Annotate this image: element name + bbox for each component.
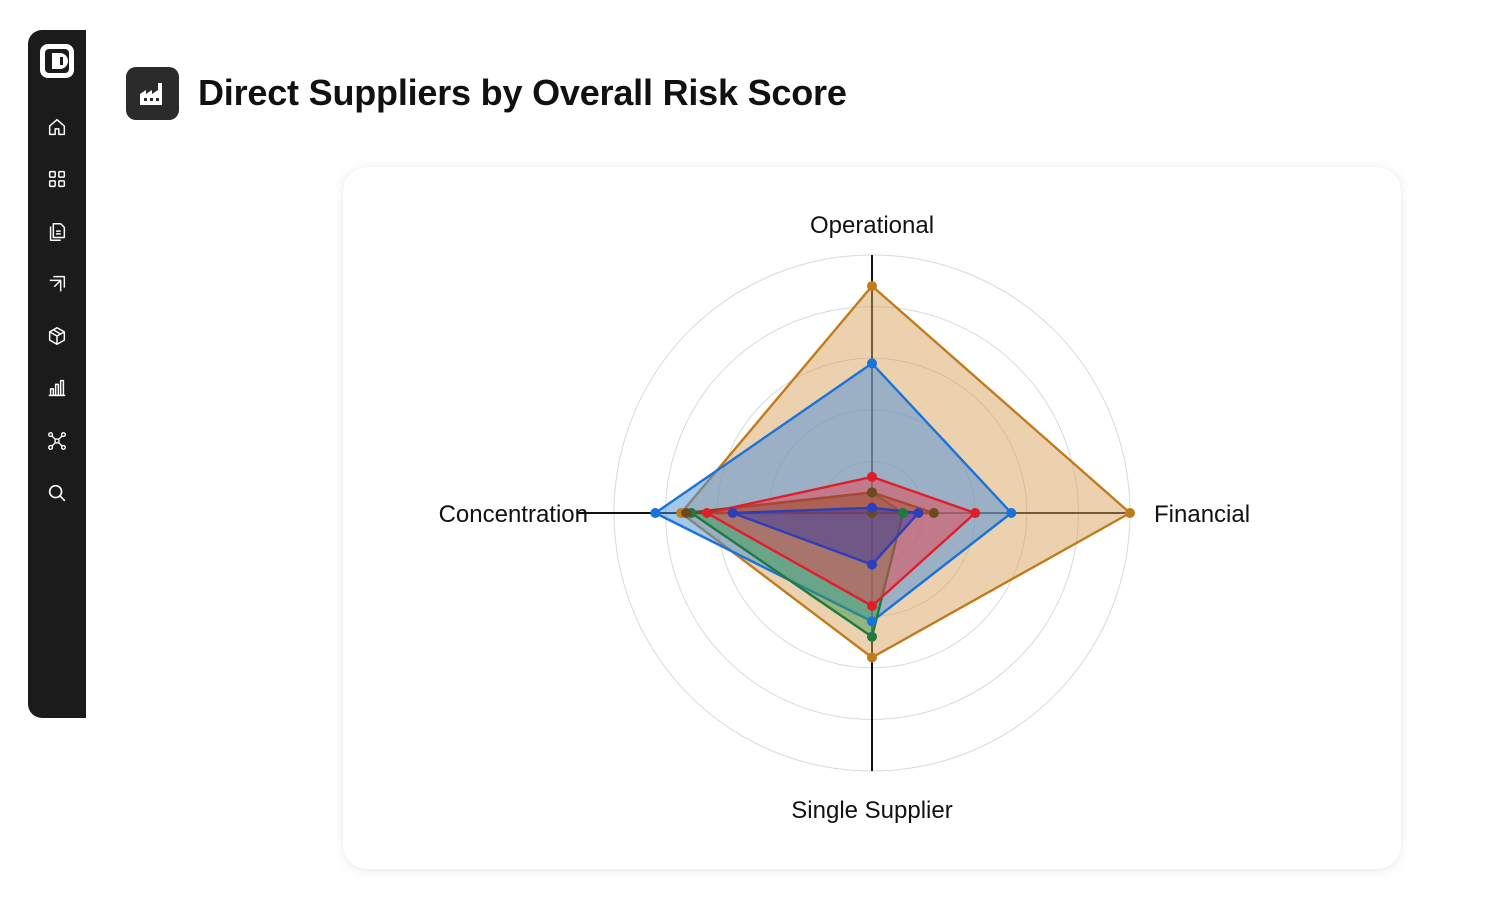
sidebar	[28, 30, 86, 718]
documents-icon[interactable]	[45, 220, 69, 244]
data-point[interactable]	[1006, 508, 1017, 518]
bar-chart-icon[interactable]	[45, 376, 69, 400]
radar-chart: Operational Financial Single Supplier Conce…	[439, 212, 1250, 824]
data-point[interactable]	[681, 508, 692, 518]
data-point[interactable]	[867, 502, 877, 513]
data-point[interactable]	[867, 600, 877, 611]
data-point[interactable]	[970, 508, 981, 518]
data-point[interactable]	[650, 508, 661, 518]
axis-label-financial: Financial	[1154, 501, 1250, 528]
axis-label-operational: Operational	[810, 212, 934, 239]
data-point[interactable]	[867, 487, 877, 498]
radar-axis-labels: Operational Financial Single Supplier Conce…	[439, 212, 1250, 824]
data-point[interactable]	[867, 652, 877, 663]
axis-label-single-supplier: Single Supplier	[791, 797, 952, 824]
data-point[interactable]	[928, 508, 939, 518]
data-point[interactable]	[867, 358, 877, 369]
grid-icon[interactable]	[45, 167, 69, 191]
data-point[interactable]	[867, 631, 877, 642]
data-point[interactable]	[867, 281, 877, 291]
data-point[interactable]	[898, 508, 908, 518]
data-point[interactable]	[727, 508, 738, 518]
chart-card: Operational Financial Single Supplier Conce…	[343, 167, 1401, 869]
page-title: Direct Suppliers by Overall Risk Score	[198, 72, 847, 113]
search-icon[interactable]	[45, 481, 69, 505]
network-icon[interactable]	[45, 429, 69, 453]
axis-label-concentration: Concentration	[439, 501, 588, 528]
copy-icon[interactable]	[45, 272, 69, 296]
factory-icon	[126, 67, 179, 120]
data-point[interactable]	[1125, 508, 1135, 518]
data-point[interactable]	[867, 471, 877, 482]
data-point[interactable]	[913, 508, 924, 518]
data-point[interactable]	[867, 616, 877, 627]
home-icon[interactable]	[45, 115, 69, 139]
logo-icon[interactable]	[40, 44, 74, 78]
package-icon[interactable]	[45, 324, 69, 348]
data-point[interactable]	[867, 559, 877, 570]
data-point[interactable]	[701, 508, 712, 518]
radar-series	[650, 281, 1135, 663]
